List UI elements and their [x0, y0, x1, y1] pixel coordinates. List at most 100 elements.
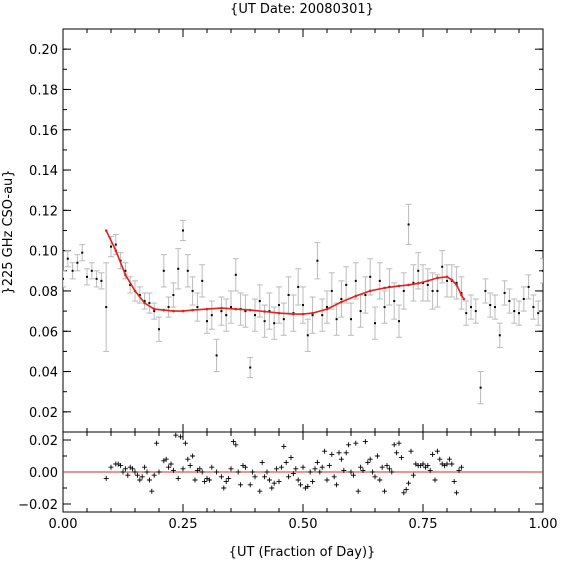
data-point [158, 328, 160, 331]
residual-marker [319, 464, 325, 470]
data-point [234, 273, 237, 276]
residual-marker [386, 466, 392, 472]
data-point [407, 223, 410, 226]
data-point [182, 229, 184, 232]
y-tick-label: 0.10 [29, 245, 58, 260]
fit-point [397, 284, 401, 288]
data-point [484, 289, 487, 292]
data-point [311, 314, 314, 317]
data-point [369, 275, 372, 278]
data-point [110, 245, 112, 248]
y-tick-label: 0.04 [29, 366, 58, 381]
residual-marker [394, 450, 400, 456]
data-point [350, 318, 352, 321]
data-point [522, 298, 525, 301]
residual-marker [458, 464, 464, 470]
data-point [417, 269, 420, 272]
residual-marker [276, 479, 282, 485]
data-point [374, 322, 376, 325]
residual-marker [382, 488, 388, 494]
data-point [76, 261, 79, 264]
residual-marker [175, 475, 181, 481]
fit-point [181, 309, 185, 313]
residual-marker [199, 469, 205, 475]
fit-point [368, 289, 372, 293]
residual-marker [228, 466, 234, 472]
residual-marker [324, 477, 330, 483]
residual-marker [377, 477, 383, 483]
residual-marker [343, 450, 349, 456]
residual-marker [151, 472, 157, 478]
residual-marker [271, 480, 277, 486]
residual-marker [437, 456, 443, 462]
data-point [441, 265, 444, 268]
x-tick-label: 0.00 [49, 517, 78, 532]
residual-marker [274, 466, 280, 472]
residual-marker [360, 467, 366, 473]
residual-marker [202, 479, 208, 485]
data-point [364, 293, 367, 296]
data-point [90, 269, 93, 272]
residual-marker [403, 487, 409, 493]
data-point [258, 300, 261, 303]
data-point [95, 277, 98, 280]
data-point [230, 306, 232, 309]
residual-marker [266, 477, 272, 483]
residual-marker [197, 466, 203, 472]
data-point [316, 259, 319, 262]
residual-marker [406, 480, 412, 486]
residual-marker [211, 509, 217, 512]
residual-marker [346, 442, 352, 448]
fit-point [114, 249, 118, 252]
residual-marker [326, 463, 332, 469]
residual-marker [456, 467, 462, 473]
fit-point [311, 311, 314, 315]
data-point [470, 306, 472, 309]
fit-point [460, 293, 463, 297]
residual-marker [300, 464, 306, 470]
y-tick-label: 0.14 [29, 164, 58, 179]
residual-marker [108, 464, 114, 470]
y-tick-label: 0.16 [29, 124, 58, 139]
data-point [143, 300, 146, 303]
data-point [527, 285, 530, 288]
residual-marker [449, 461, 455, 467]
residual-marker [118, 463, 124, 469]
x-tick-label: 1.00 [529, 517, 558, 532]
residual-marker [427, 467, 433, 473]
residual-marker [278, 464, 284, 470]
data-point [148, 302, 151, 305]
residual-marker [163, 456, 169, 462]
data-point [191, 289, 194, 292]
residual-marker [350, 472, 356, 478]
residual-marker [331, 474, 337, 480]
fit-point [205, 307, 209, 311]
y-tick-label: 0.02 [29, 434, 58, 449]
residual-marker [338, 456, 344, 462]
residual-marker [242, 464, 248, 470]
residual-marker [384, 463, 390, 469]
fit-point [325, 307, 329, 311]
residual-marker [295, 477, 301, 483]
y-tick-label: 0.00 [29, 466, 58, 481]
residual-marker [132, 469, 138, 475]
data-point [460, 291, 463, 294]
residual-marker [206, 477, 212, 483]
data-point [244, 310, 247, 313]
data-point [129, 283, 132, 286]
residual-marker [425, 463, 431, 469]
fit-point [455, 283, 458, 287]
residual-marker [223, 479, 229, 485]
x-tick-label: 0.25 [169, 517, 198, 532]
residual-marker [250, 469, 256, 475]
residual-marker [238, 482, 244, 488]
data-point [287, 293, 290, 296]
residual-marker [446, 456, 452, 462]
residual-marker [391, 442, 397, 448]
residual-marker [281, 443, 287, 449]
residual-marker [288, 455, 294, 461]
data-point [378, 279, 381, 282]
residual-marker [317, 469, 323, 475]
y-tick-label: 0.02 [29, 406, 58, 421]
